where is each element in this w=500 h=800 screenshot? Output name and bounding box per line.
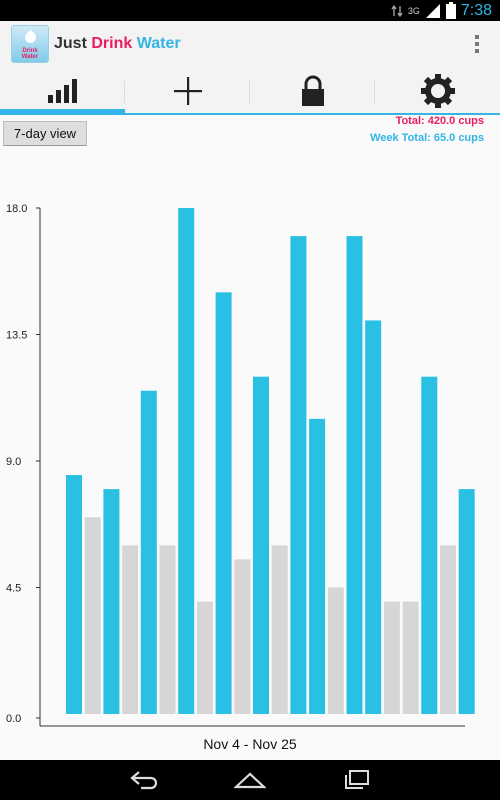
chart-bar <box>271 545 288 714</box>
app-icon[interactable]: Drink Water <box>11 25 49 63</box>
action-bar: Drink Water Just Drink Water <box>0 21 500 69</box>
home-icon <box>234 772 266 789</box>
chart-bar <box>290 236 307 714</box>
lock-icon <box>301 75 324 106</box>
week-total-cups: Week Total: 65.0 cups <box>370 132 484 144</box>
app-title-drink: Drink <box>91 35 133 52</box>
tab-divider <box>374 81 375 103</box>
tab-divider <box>124 81 125 103</box>
tab-divider <box>249 81 250 103</box>
chart-bar <box>140 390 157 714</box>
chart-bar <box>383 601 400 714</box>
y-tick-label: 13.5 <box>6 330 27 342</box>
seven-day-view-button[interactable]: 7-day view <box>3 121 87 146</box>
app-icon-label: Drink Water <box>21 48 39 60</box>
app-title: Just Drink Water <box>54 34 181 54</box>
back-icon <box>130 771 158 790</box>
tab-stats[interactable] <box>0 69 125 113</box>
tab-bar <box>0 69 500 115</box>
total-cups: Total: 420.0 cups <box>395 115 484 127</box>
navigation-bar <box>0 760 500 800</box>
chart-bar <box>402 601 419 714</box>
tab-add[interactable] <box>125 69 250 113</box>
y-tick-label: 4.5 <box>6 583 21 595</box>
clock: 7:38 <box>460 2 492 19</box>
chart-bar <box>327 587 344 714</box>
chart-bar <box>215 292 232 714</box>
home-button[interactable] <box>220 766 280 794</box>
chart-bar <box>421 376 438 714</box>
gear-icon <box>420 74 455 108</box>
overflow-menu-icon[interactable] <box>475 35 480 55</box>
chart-x-label: Nov 4 - Nov 25 <box>203 736 297 752</box>
app-title-just: Just <box>54 35 87 52</box>
recents-icon <box>345 770 369 789</box>
data-transfer-icon <box>391 4 403 17</box>
app-title-water: Water <box>136 35 181 52</box>
chart-bar <box>440 545 456 714</box>
signal-icon <box>425 3 440 18</box>
battery-icon <box>445 2 456 19</box>
chart-bar <box>66 475 82 714</box>
plus-icon <box>173 77 202 105</box>
y-tick-label: 18.0 <box>6 203 27 215</box>
chart-bar <box>458 489 475 714</box>
tab-settings[interactable] <box>375 69 500 113</box>
chart-bar <box>346 236 363 714</box>
chart-bar <box>234 559 251 714</box>
network-type: 3G <box>407 5 420 16</box>
recents-button[interactable] <box>326 766 386 794</box>
chart-bar <box>159 545 176 714</box>
chart-bar <box>122 545 139 714</box>
chart-bar <box>365 320 382 714</box>
tab-lock[interactable] <box>250 69 375 113</box>
y-tick-label: 9.0 <box>6 456 21 468</box>
chart-bar <box>178 208 195 714</box>
chart-bar <box>84 517 101 714</box>
chart-bar <box>309 418 326 714</box>
back-button[interactable] <box>114 766 174 794</box>
y-tick-label: 0.0 <box>6 713 21 725</box>
status-indicators: 3G 7:38 <box>391 1 492 20</box>
chart-bar <box>103 489 120 714</box>
chart-bar <box>253 376 269 714</box>
bar-chart-icon <box>47 79 77 103</box>
chart-bar <box>196 601 213 714</box>
status-bar: 3G 7:38 <box>0 0 500 21</box>
